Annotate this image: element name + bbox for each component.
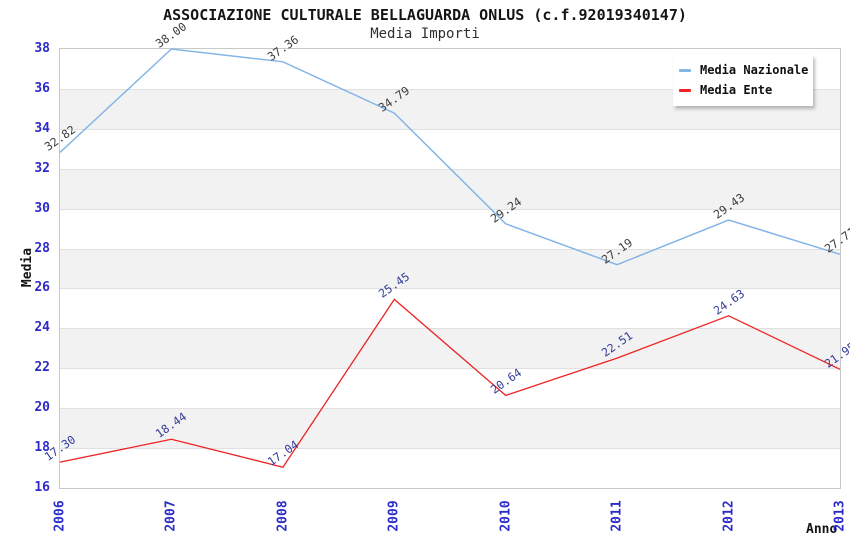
x-tick-label: 2011 [609, 500, 625, 532]
legend-item: Media Nazionale [673, 60, 813, 80]
y-tick-label: 30 [34, 201, 50, 216]
gridline [60, 249, 840, 250]
y-tick-label: 18 [34, 440, 50, 455]
plot-band [60, 408, 840, 449]
series-line-media-ente [59, 298, 841, 468]
legend-marker-media-ente [679, 88, 691, 92]
y-tick-label: 22 [34, 360, 50, 375]
legend-label: Media Ente [700, 83, 773, 97]
y-tick-label: 38 [34, 41, 50, 56]
y-tick-label: 20 [34, 400, 50, 415]
legend-marker-media-nazionale [679, 68, 691, 72]
plot-area [59, 48, 841, 489]
gridline [60, 448, 840, 449]
x-tick-label: 2013 [832, 500, 848, 532]
x-tick-label: 2009 [386, 500, 402, 532]
series-line-media-nazionale [59, 48, 841, 266]
y-tick-label: 28 [34, 241, 50, 256]
y-tick-label: 16 [34, 480, 50, 495]
x-tick-label: 2008 [275, 500, 291, 532]
legend: Media Nazionale Media Ente [673, 55, 813, 106]
chart-title: ASSOCIAZIONE CULTURALE BELLAGUARDA ONLUS… [163, 6, 687, 24]
series-lines [59, 48, 841, 468]
legend-label: Media Nazionale [700, 63, 809, 77]
y-tick-label: 26 [34, 280, 50, 295]
x-tick-label: 2012 [721, 500, 737, 532]
gridline [60, 89, 840, 90]
gridline [60, 408, 840, 409]
plot-band [60, 248, 840, 289]
x-tick-label: 2006 [52, 500, 68, 532]
plot-band [60, 328, 840, 369]
x-tick-label: 2010 [498, 500, 514, 532]
legend-item: Media Ente [673, 80, 813, 100]
gridline [60, 328, 840, 329]
y-tick-label: 32 [34, 161, 50, 176]
gridline [60, 288, 840, 289]
plot-band [60, 168, 840, 209]
y-tick-label: 34 [34, 121, 50, 136]
x-tick-label: 2007 [163, 500, 179, 532]
y-tick-label: 36 [34, 81, 50, 96]
gridline [60, 209, 840, 210]
x-axis-title: Anno [806, 522, 838, 537]
chart-subtitle: Media Importi [370, 26, 480, 42]
y-tick-label: 24 [34, 320, 50, 335]
gridline [60, 368, 840, 369]
gridline [60, 129, 840, 130]
